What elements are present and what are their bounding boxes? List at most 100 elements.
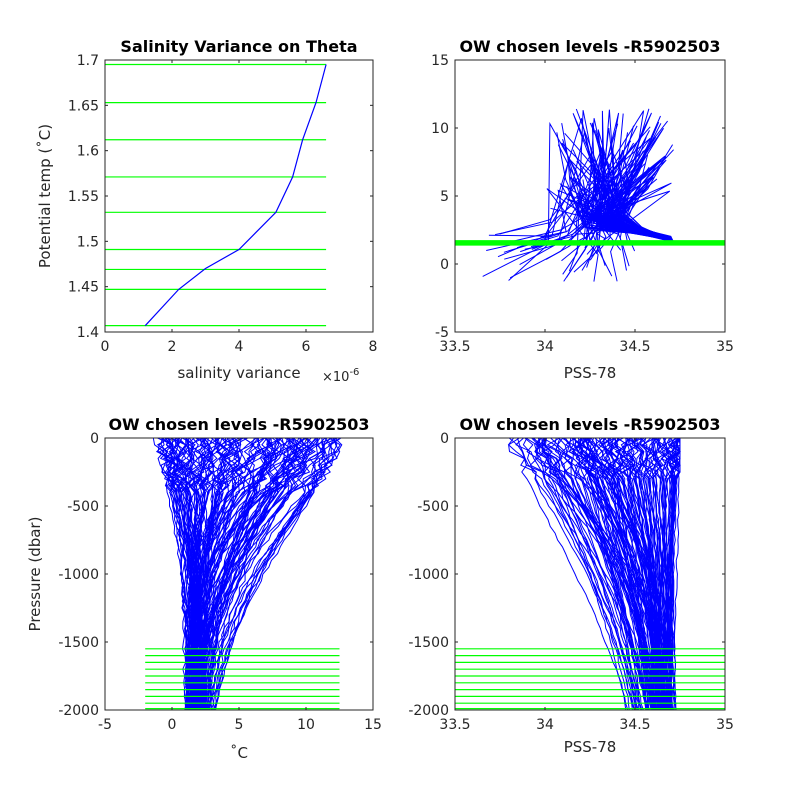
profile-line <box>201 437 242 711</box>
profile-line <box>184 437 225 711</box>
profile-line <box>561 123 675 245</box>
y-tick-label: -2000 <box>408 703 449 719</box>
panel3-ticks: -5 0 5 10 15 -2000 -1500 -1000 -500 0 <box>58 431 382 733</box>
panel1-ylabel: Potential temp (˚C) <box>36 124 54 268</box>
profile-line <box>176 437 208 711</box>
x-tick-label: 2 <box>168 339 177 355</box>
panel-pressure-temperature: OW chosen levels -R5902503 -5 0 5 10 15 -2000… <box>26 415 382 762</box>
profile-line <box>615 437 671 711</box>
profile-line <box>198 437 248 711</box>
profile-line <box>575 437 657 711</box>
x-tick-label: 33.5 <box>439 717 470 733</box>
x-tick-label: 0 <box>101 339 110 355</box>
panel4-xlabel: PSS-78 <box>564 738 617 756</box>
profile-line <box>586 437 642 711</box>
panel4-ticks: 33.5 34 34.5 35 -2000 -1500 -1000 -500 0 <box>408 431 734 733</box>
profile-line <box>524 437 656 711</box>
y-tick-label: -500 <box>67 499 99 515</box>
profile-line <box>656 437 673 711</box>
x-tick-label: 34 <box>536 717 554 733</box>
panel2-plot-area <box>455 108 725 282</box>
profile-line <box>508 437 629 711</box>
profile-line <box>190 437 205 711</box>
y-tick-label: -1000 <box>58 567 99 583</box>
panel2-title: OW chosen levels -R5902503 <box>459 37 720 56</box>
profile-line <box>191 437 234 711</box>
y-tick-label: 1.7 <box>77 53 99 69</box>
panel-pressure-salinity: OW chosen levels -R5902503 33.5 34 34.5 35 -… <box>408 415 734 756</box>
profile-line <box>507 437 649 711</box>
profile-line <box>517 437 635 711</box>
profile-line <box>646 437 660 711</box>
panel4-plot-area <box>455 437 725 711</box>
panel1-plot-area <box>105 63 327 327</box>
profile-line <box>568 437 644 711</box>
profile-line <box>532 437 630 711</box>
x-tick-label: 5 <box>235 717 244 733</box>
profile-line <box>197 437 296 711</box>
profile-line <box>187 437 210 711</box>
x-tick-label: 4 <box>235 339 244 355</box>
profile-line <box>209 437 311 711</box>
profile-line <box>525 437 639 711</box>
y-tick-label: -1500 <box>408 635 449 651</box>
y-tick-label: -2000 <box>58 703 99 719</box>
panel1-x-multiplier-base: ×10 <box>322 370 349 385</box>
profile-line <box>190 437 234 711</box>
y-tick-label: 10 <box>431 121 449 137</box>
x-tick-label: 15 <box>364 717 382 733</box>
x-tick-label: 10 <box>297 717 315 733</box>
profile-line <box>627 437 664 711</box>
profile-line <box>207 437 294 711</box>
profile-line <box>543 437 657 711</box>
y-tick-label: 0 <box>440 431 449 447</box>
profile-line <box>609 437 663 711</box>
panel2-ticks: 33.5 34 34.5 35 -5 0 5 10 15 <box>431 53 734 355</box>
profile-line <box>199 437 212 711</box>
profile-line <box>561 437 657 711</box>
profile-line <box>572 437 648 711</box>
profile-line <box>531 437 652 711</box>
panel3-title: OW chosen levels -R5902503 <box>108 415 369 434</box>
x-tick-label: 6 <box>302 339 311 355</box>
x-tick-label: 34.5 <box>619 339 650 355</box>
profile-line <box>203 437 314 711</box>
profile-line <box>542 437 627 711</box>
x-tick-label: 0 <box>168 717 177 733</box>
profile-line <box>204 437 309 711</box>
profile-line <box>608 437 648 711</box>
profile-line <box>207 437 338 710</box>
y-tick-label: 15 <box>431 53 449 69</box>
panel1-x-multiplier: ×10-6 <box>322 367 359 385</box>
y-tick-label: 1.5 <box>77 234 99 250</box>
profile-line <box>541 437 642 711</box>
y-tick-label: 0 <box>440 257 449 273</box>
x-tick-label: 8 <box>369 339 378 355</box>
y-tick-label: -5 <box>435 325 449 341</box>
y-tick-label: 1.4 <box>77 325 99 341</box>
x-tick-label: 35 <box>716 339 734 355</box>
profile-line <box>202 437 341 711</box>
y-tick-label: -500 <box>417 499 449 515</box>
x-tick-label: 33.5 <box>439 339 470 355</box>
x-tick-label: 35 <box>716 717 734 733</box>
variance-curve <box>144 64 327 327</box>
panel3-xlabel: ˚C <box>230 744 248 762</box>
profile-line <box>194 437 306 711</box>
panel2-xlabel: PSS-78 <box>564 364 617 382</box>
profile-line <box>156 437 195 711</box>
y-tick-label: 1.65 <box>68 98 99 114</box>
y-tick-label: 1.6 <box>77 144 99 160</box>
x-tick-label: 34 <box>536 339 554 355</box>
panel4-title: OW chosen levels -R5902503 <box>459 415 720 434</box>
y-tick-label: 0 <box>90 431 99 447</box>
panel3-ylabel: Pressure (dbar) <box>26 517 44 632</box>
y-tick-label: 1.45 <box>68 280 99 296</box>
profile-line <box>652 437 671 711</box>
panel-salinity-variance: Salinity Variance on Theta 0 2 4 6 8 1.4 1.45 1… <box>36 37 377 385</box>
profile-line <box>535 437 667 711</box>
panel3-plot-area <box>145 437 343 711</box>
y-tick-label: 1.55 <box>68 189 99 205</box>
panel1-xlabel: salinity variance <box>177 364 300 382</box>
profile-line <box>212 437 343 711</box>
